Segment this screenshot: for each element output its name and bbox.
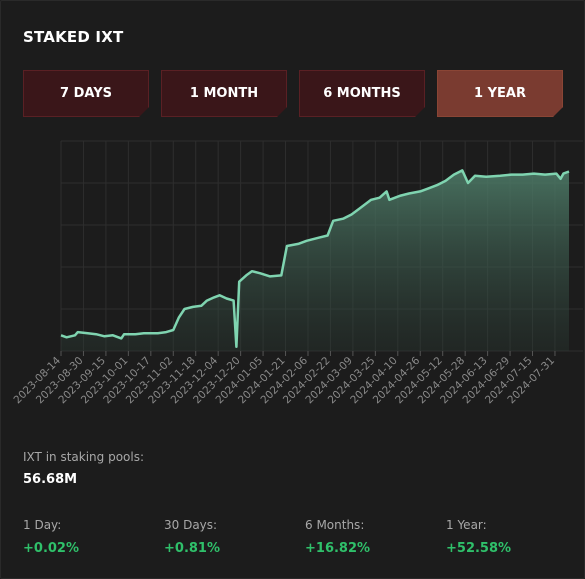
pool-value: 56.68M: [23, 472, 78, 487]
stat-6-months-label: 6 Months:: [305, 518, 365, 532]
staked-ixt-chart: 2023-08-142023-08-302023-09-152023-10-01…: [11, 140, 583, 406]
x-axis-ticks: 2023-08-142023-08-302023-09-152023-10-01…: [11, 351, 557, 406]
tab-1-month[interactable]: 1 MONTH: [161, 70, 287, 117]
tab-7-days[interactable]: 7 DAYS: [23, 70, 149, 117]
pool-label: IXT in staking pools:: [23, 450, 145, 464]
tab-1-year[interactable]: 1 YEAR: [437, 70, 563, 117]
stat-1-year-value: +52.58%: [446, 541, 512, 556]
series-line: [60, 169, 570, 349]
stat-1-day-label: 1 Day:: [23, 518, 62, 532]
stat-30-days-label: 30 Days:: [164, 518, 218, 532]
panel-title: STAKED IXT: [23, 28, 124, 46]
series-area: [61, 170, 569, 351]
tab-6-months[interactable]: 6 MONTHS: [299, 70, 425, 117]
stat-30-days-value: +0.81%: [164, 541, 220, 556]
stat-6-months-value: +16.82%: [305, 541, 371, 556]
stat-1-day-value: +0.02%: [23, 541, 79, 556]
stat-1-year-label: 1 Year:: [446, 518, 487, 532]
